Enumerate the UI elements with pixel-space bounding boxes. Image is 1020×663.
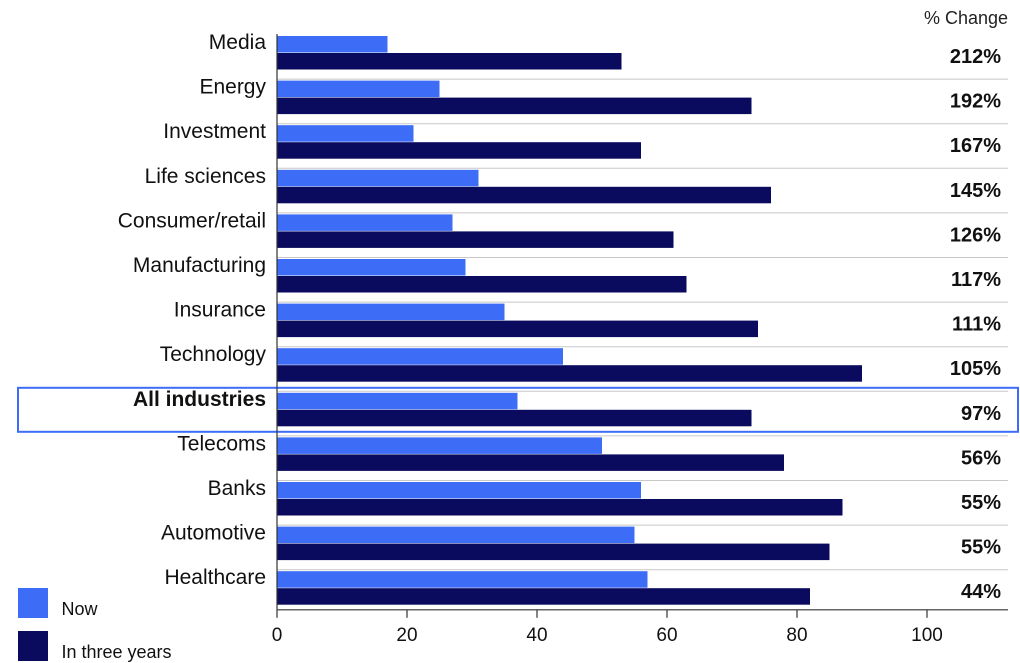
bar-now-telecoms	[277, 437, 602, 454]
bar-in-three-years-banks	[277, 499, 843, 516]
bar-in-three-years-all-industries	[277, 409, 752, 427]
category-label-automotive: Automotive	[161, 522, 266, 545]
bar-now-automotive	[277, 526, 635, 544]
pct-change-consumer-retail: 126%	[950, 224, 1001, 246]
category-label-manufacturing: Manufacturing	[133, 254, 266, 277]
category-label-insurance: Insurance	[174, 299, 266, 322]
pct-change-technology: 105%	[950, 358, 1001, 380]
bar-now-media	[277, 36, 388, 53]
pct-change-labels: 212% 192% 167% 145% 126% 117% 111% 105% 97% 56% 55…	[950, 46, 1001, 603]
pct-change-insurance: 111%	[952, 314, 1001, 336]
bar-in-three-years-automotive	[277, 543, 830, 561]
x-tick-label-100: 100	[911, 625, 943, 646]
bar-now-energy	[277, 80, 440, 98]
highlight-rect-all-industries	[17, 386, 1019, 433]
pct-change-healthcare: 44%	[961, 581, 1001, 603]
bar-now-insurance	[277, 303, 505, 321]
x-tick-label-20: 20	[396, 625, 417, 646]
pct-change-investment: 167%	[950, 135, 1001, 157]
bar-now-technology	[277, 348, 563, 365]
pct-change-life-sciences: 145%	[950, 180, 1001, 202]
bar-in-three-years-technology	[277, 365, 862, 382]
legend-swatch-in-three-years	[18, 630, 48, 661]
bar-now-life-sciences	[277, 169, 479, 187]
x-axis: 0 20 40 60 80 100	[272, 34, 1008, 646]
x-tick-label-40: 40	[526, 625, 547, 646]
row-separators	[277, 78, 1008, 571]
bar-now-consumer-retail	[277, 214, 453, 231]
bar-now-banks	[277, 482, 641, 499]
bar-in-three-years-manufacturing	[277, 276, 687, 293]
category-label-media: Media	[209, 31, 267, 54]
bar-in-three-years-media	[277, 53, 622, 70]
category-label-all-industries: All industries	[133, 388, 266, 411]
category-label-life-sciences: Life sciences	[145, 165, 266, 188]
bar-now-manufacturing	[277, 259, 466, 276]
legend-label-in-three-years: In three years	[61, 642, 172, 662]
bar-now-healthcare	[277, 571, 648, 588]
pct-change-all-industries: 97%	[961, 403, 1001, 425]
pct-change-telecoms: 56%	[961, 447, 1001, 469]
category-labels: Media Energy Investment Life sciences Consum…	[118, 31, 267, 589]
highlight-box	[17, 386, 1019, 433]
pct-change-media: 212%	[950, 46, 1001, 68]
legend-item-in-three-years: In three years	[18, 628, 172, 663]
category-label-energy: Energy	[199, 76, 266, 99]
bar-in-three-years-telecoms	[277, 454, 784, 471]
bar-in-three-years-insurance	[277, 320, 758, 338]
bar-now-investment	[277, 125, 414, 142]
pct-change-header: % Change	[924, 8, 1008, 28]
category-label-consumer-retail: Consumer/retail	[118, 209, 266, 232]
bar-in-three-years-energy	[277, 97, 752, 115]
legend-label-now: Now	[61, 599, 98, 619]
legend-item-now: Now	[18, 585, 97, 620]
pct-change-energy: 192%	[950, 91, 1001, 113]
category-label-telecoms: Telecoms	[177, 432, 266, 455]
bar-in-three-years-consumer-retail	[277, 231, 674, 248]
category-label-banks: Banks	[208, 477, 266, 500]
bar-in-three-years-healthcare	[277, 588, 810, 605]
category-label-investment: Investment	[163, 120, 266, 143]
x-tick-label-80: 80	[786, 625, 807, 646]
x-tick-label-0: 0	[272, 625, 283, 646]
x-tick-label-60: 60	[656, 625, 677, 646]
legend-swatch-now	[18, 587, 48, 618]
category-label-healthcare: Healthcare	[164, 566, 266, 589]
pct-change-banks: 55%	[961, 492, 1001, 514]
bar-in-three-years-investment	[277, 142, 641, 159]
pct-change-manufacturing: 117%	[951, 269, 1001, 291]
pct-change-automotive: 55%	[961, 537, 1001, 559]
bar-in-three-years-life-sciences	[277, 186, 771, 204]
category-label-technology: Technology	[160, 343, 267, 366]
bars	[277, 36, 862, 605]
bar-now-all-industries	[277, 392, 518, 410]
